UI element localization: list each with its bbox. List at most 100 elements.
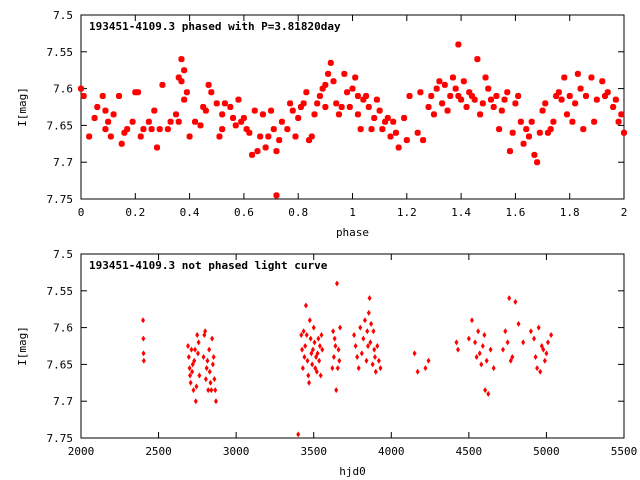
data-point — [311, 324, 316, 331]
data-point — [296, 431, 301, 438]
data-point — [289, 107, 296, 114]
data-point — [504, 89, 511, 96]
data-point — [338, 104, 345, 110]
data-point — [480, 343, 485, 349]
x-axis-label: hjd0 — [339, 465, 366, 478]
data-point — [307, 317, 312, 324]
data-point — [141, 335, 146, 342]
data-point — [425, 104, 432, 110]
data-point — [371, 115, 378, 122]
data-point — [439, 100, 446, 107]
data-point — [403, 137, 410, 144]
data-point — [376, 357, 381, 364]
data-point — [251, 107, 258, 114]
x-tick-label: 0.2 — [125, 206, 145, 219]
data-point — [458, 96, 465, 103]
data-point — [612, 96, 619, 103]
data-point — [322, 104, 329, 110]
data-point — [487, 96, 494, 103]
data-point — [335, 111, 342, 118]
data-point — [190, 368, 195, 375]
data-point — [512, 100, 519, 107]
data-point — [181, 67, 188, 74]
data-point — [254, 148, 261, 155]
data-point — [509, 129, 516, 136]
x-tick-label: 0.6 — [234, 206, 254, 219]
data-point — [206, 387, 211, 394]
data-point — [325, 70, 332, 77]
data-point — [544, 350, 549, 357]
x-tick-label: 3000 — [223, 445, 250, 458]
data-point — [417, 89, 424, 96]
data-point — [349, 85, 356, 92]
data-point — [318, 372, 323, 379]
data-point — [102, 107, 109, 114]
data-point — [364, 357, 369, 364]
data-point — [213, 100, 220, 107]
data-point — [211, 354, 216, 361]
data-point — [135, 89, 142, 96]
y-tick-label: 7.55 — [47, 285, 74, 298]
data-point — [426, 357, 431, 364]
data-point — [278, 118, 285, 125]
data-point — [423, 365, 428, 372]
data-point — [337, 357, 342, 364]
data-point — [525, 133, 532, 140]
data-point — [178, 78, 185, 85]
data-point — [561, 74, 568, 81]
x-tick-label: 0.8 — [288, 206, 308, 219]
data-point — [378, 365, 383, 372]
data-point — [186, 343, 191, 349]
data-point — [488, 346, 493, 353]
data-point — [268, 107, 275, 114]
data-point — [210, 335, 215, 342]
data-point — [491, 365, 496, 372]
data-point — [373, 96, 380, 103]
y-tick-label: 7.75 — [47, 193, 74, 206]
data-point — [221, 100, 228, 107]
data-point — [330, 78, 337, 85]
data-point — [486, 390, 491, 397]
data-point — [99, 92, 106, 99]
data-point — [137, 133, 144, 140]
data-point — [361, 335, 366, 342]
data-point — [503, 328, 508, 335]
data-point — [330, 365, 335, 372]
data-point — [320, 346, 325, 353]
data-point — [191, 387, 196, 394]
data-point — [148, 126, 155, 133]
data-point — [505, 339, 510, 346]
y-tick-label: 7.7 — [53, 156, 73, 169]
data-point — [322, 81, 329, 88]
data-point — [541, 346, 546, 353]
data-point — [80, 92, 87, 99]
data-point — [513, 298, 518, 305]
data-point — [359, 350, 364, 357]
data-point — [276, 137, 283, 144]
data-point — [312, 339, 317, 346]
data-point — [292, 133, 299, 140]
data-point — [124, 126, 131, 133]
x-tick-label: 5000 — [533, 445, 560, 458]
data-point — [197, 122, 204, 129]
data-point — [310, 346, 315, 353]
data-point — [335, 365, 340, 372]
data-point — [452, 85, 459, 92]
data-point — [186, 133, 193, 140]
phased-light-curve-panel: 7.5 7.55 7.6 7.65 7.7 7.75 0 0.2 0.4 0.6 0.8 1 1.2 1.… — [16, 9, 627, 239]
data-point — [213, 387, 218, 394]
data-point — [164, 126, 171, 133]
data-point — [363, 92, 370, 99]
data-point — [362, 317, 367, 324]
data-point — [542, 100, 549, 107]
data-point — [212, 376, 217, 383]
data-point — [316, 92, 323, 99]
data-point — [520, 140, 527, 147]
data-point — [358, 324, 363, 331]
data-point — [479, 361, 484, 368]
data-point — [314, 100, 321, 107]
data-point — [333, 100, 340, 107]
y-tick-label: 7.65 — [47, 358, 74, 371]
data-point — [621, 129, 627, 136]
